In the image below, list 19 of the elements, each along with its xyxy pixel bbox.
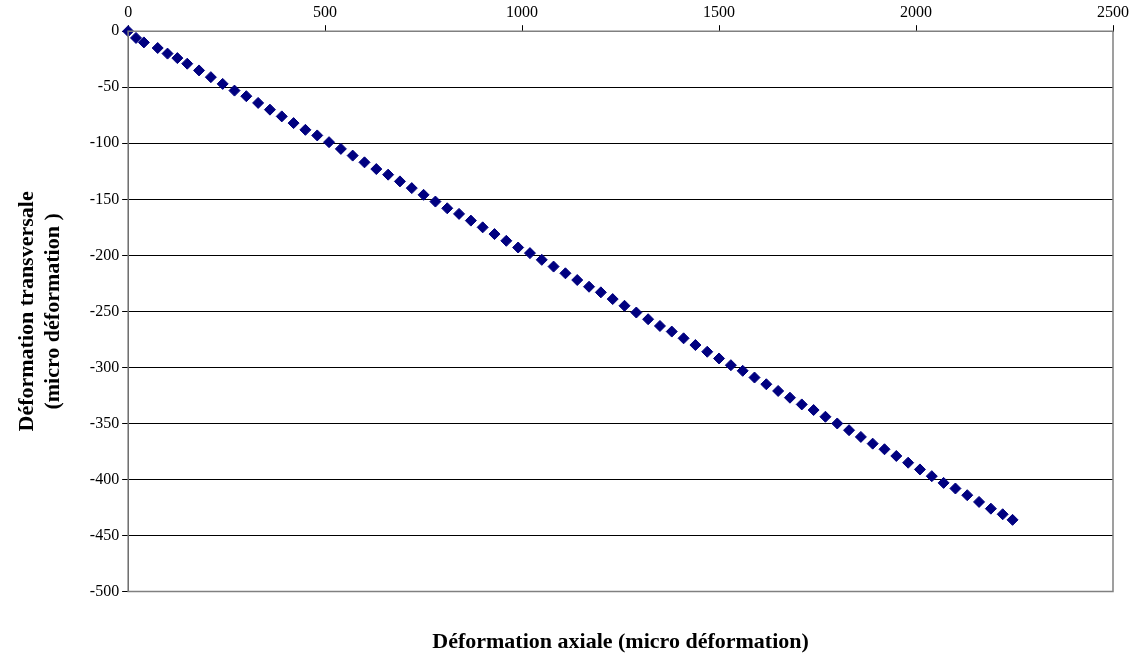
y-tick-label: -300 — [89, 357, 120, 375]
y-tick-label: -250 — [89, 301, 120, 319]
y-tick-label: 0 — [111, 21, 120, 39]
y-tick-label: -450 — [89, 525, 120, 543]
y-tick-label: -100 — [89, 133, 120, 151]
y-tick-label: -200 — [89, 245, 120, 263]
y-tick-label: -400 — [89, 469, 120, 487]
x-tick-label: 1000 — [506, 2, 539, 20]
y-tick-label: -150 — [89, 189, 120, 207]
y-axis-title: Déformation transversale (micro déformation ) — [12, 191, 65, 432]
y-tick-label: -350 — [89, 413, 120, 431]
x-tick-label: 0 — [124, 2, 133, 20]
y-tick-label: -500 — [89, 581, 120, 599]
x-tick-label: 1500 — [703, 2, 736, 20]
x-axis-title: Déformation axiale (micro déformation) — [432, 628, 809, 654]
x-tick-label: 500 — [313, 2, 338, 20]
x-tick-label: 2000 — [900, 2, 933, 20]
y-tick-label: -50 — [97, 77, 120, 95]
x-tick-label: 2500 — [1097, 2, 1129, 20]
